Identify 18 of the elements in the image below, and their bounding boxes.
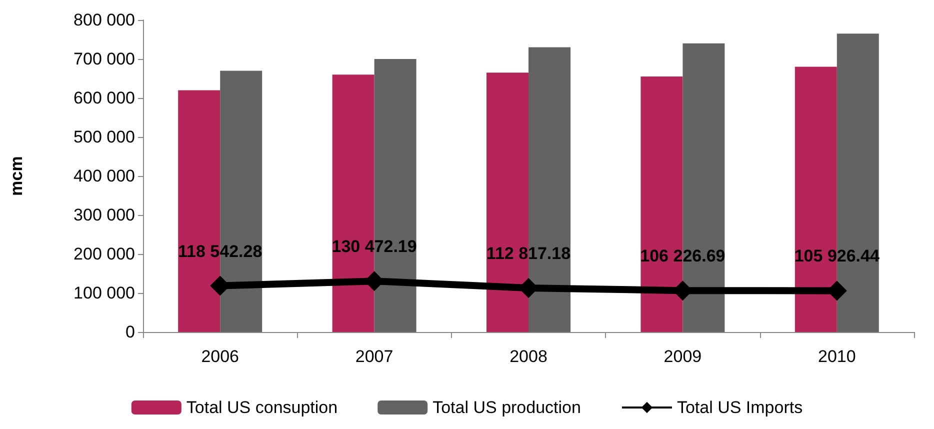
y-tick-label: 100 000: [74, 284, 135, 302]
legend-label: Total US consuption: [186, 398, 338, 417]
legend-label: Total US Imports: [676, 398, 803, 417]
x-tick-label: 2009: [664, 347, 702, 366]
y-tick-label: 0: [126, 322, 135, 342]
y-tick-label: 400 000: [74, 166, 135, 186]
y-axis-title: mcm: [7, 156, 26, 196]
x-tick-label: 2006: [201, 347, 240, 366]
y-tick-label: 700 000: [74, 50, 135, 68]
y-tick-label: 800 000: [74, 10, 135, 30]
y-tick-label: 200 000: [74, 244, 135, 264]
legend-label: Total US production: [432, 398, 581, 417]
y-tick-label: 300 000: [74, 206, 135, 224]
x-tick-label: 2008: [510, 347, 548, 366]
y-tick-label: 600 000: [74, 88, 135, 108]
x-tick-label: 2010: [818, 347, 856, 366]
x-tick-label: 2007: [355, 347, 394, 366]
y-tick-label: 500 000: [74, 128, 135, 146]
